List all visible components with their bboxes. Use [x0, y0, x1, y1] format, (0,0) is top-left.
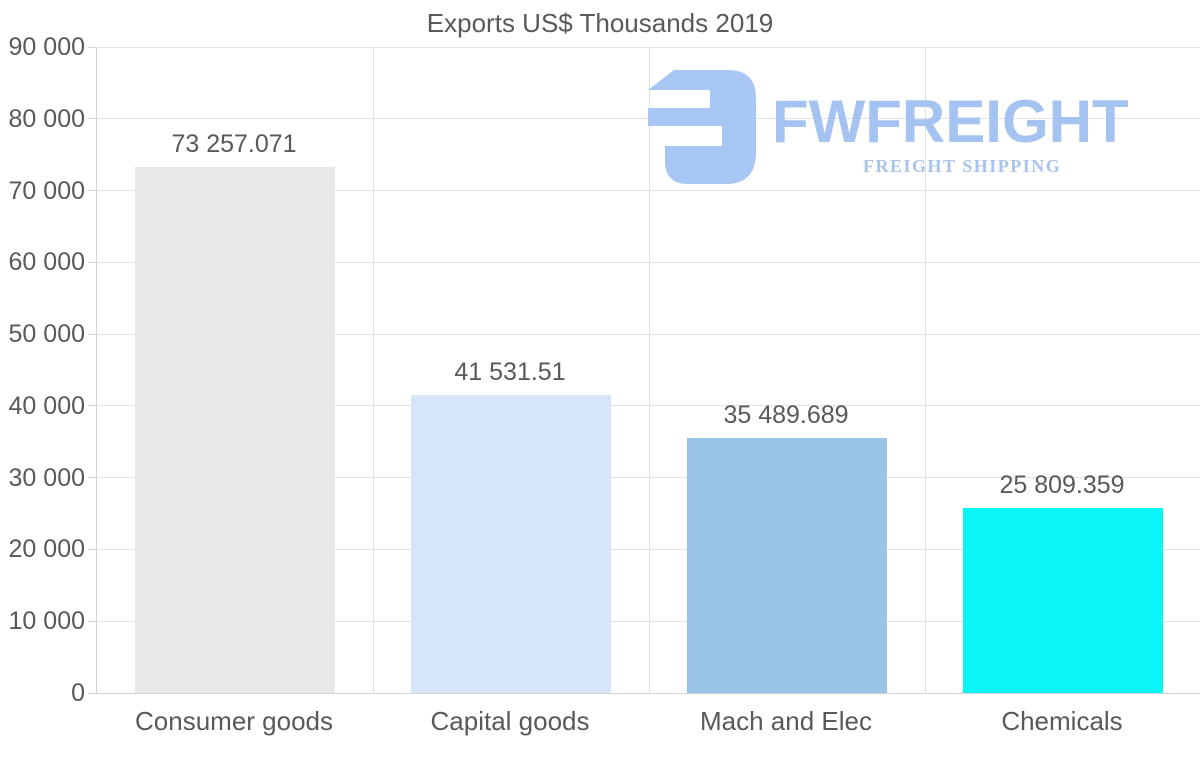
y-axis-tick: [88, 405, 96, 407]
y-axis-tick: [88, 548, 96, 550]
bar-chemicals: [963, 507, 1163, 693]
bar-capital-goods: [411, 394, 611, 693]
category-label: Chemicals: [1001, 706, 1123, 736]
y-axis-label: 80 000: [8, 104, 85, 133]
category-label: Consumer goods: [135, 706, 333, 736]
y-axis-tick: [88, 118, 96, 120]
y-axis-label: 70 000: [8, 176, 85, 205]
bar-value-label: 73 257.071: [171, 130, 297, 159]
y-axis-label: 0: [71, 679, 85, 707]
y-axis-label: 30 000: [8, 463, 85, 492]
chart-title: Exports US$ Thousands 2019: [426, 8, 774, 38]
y-axis-label: 10 000: [8, 607, 85, 636]
bar-mach-and-elec: [687, 438, 887, 693]
y-axis-tick: [88, 261, 96, 263]
y-axis-tick: [88, 692, 96, 694]
bar-value-label: 25 809.359: [999, 470, 1125, 499]
y-axis-tick: [88, 333, 96, 335]
y-axis-label: 90 000: [8, 33, 85, 61]
bar-value-label: 41 531.51: [454, 357, 566, 386]
y-axis-tick: [88, 477, 96, 479]
category-label: Mach and Elec: [700, 706, 872, 736]
y-axis-tick: [88, 46, 96, 48]
bar-value-label: 35 489.689: [723, 401, 849, 430]
y-axis-tick: [88, 190, 96, 192]
logo-wordmark: FWFREIGHT: [772, 88, 1129, 155]
category-label: Capital goods: [430, 706, 590, 736]
v-gridline: [648, 47, 650, 693]
v-gridline: [372, 47, 374, 693]
plot-area: [96, 46, 1200, 694]
fwfreight-logo-icon: [648, 70, 756, 184]
v-gridline: [924, 47, 926, 693]
y-axis-label: 40 000: [8, 391, 85, 420]
fwfreight-logo: FWFREIGHT FREIGHT SHIPPING: [648, 68, 1160, 190]
y-axis-label: 20 000: [8, 535, 85, 564]
y-axis-tick: [88, 620, 96, 622]
bar-consumer-goods: [135, 167, 335, 693]
y-axis-label: 60 000: [8, 248, 85, 277]
y-axis-label: 50 000: [8, 320, 85, 349]
logo-tagline: FREIGHT SHIPPING: [863, 156, 1062, 176]
logo-icon-shape: [648, 70, 756, 184]
